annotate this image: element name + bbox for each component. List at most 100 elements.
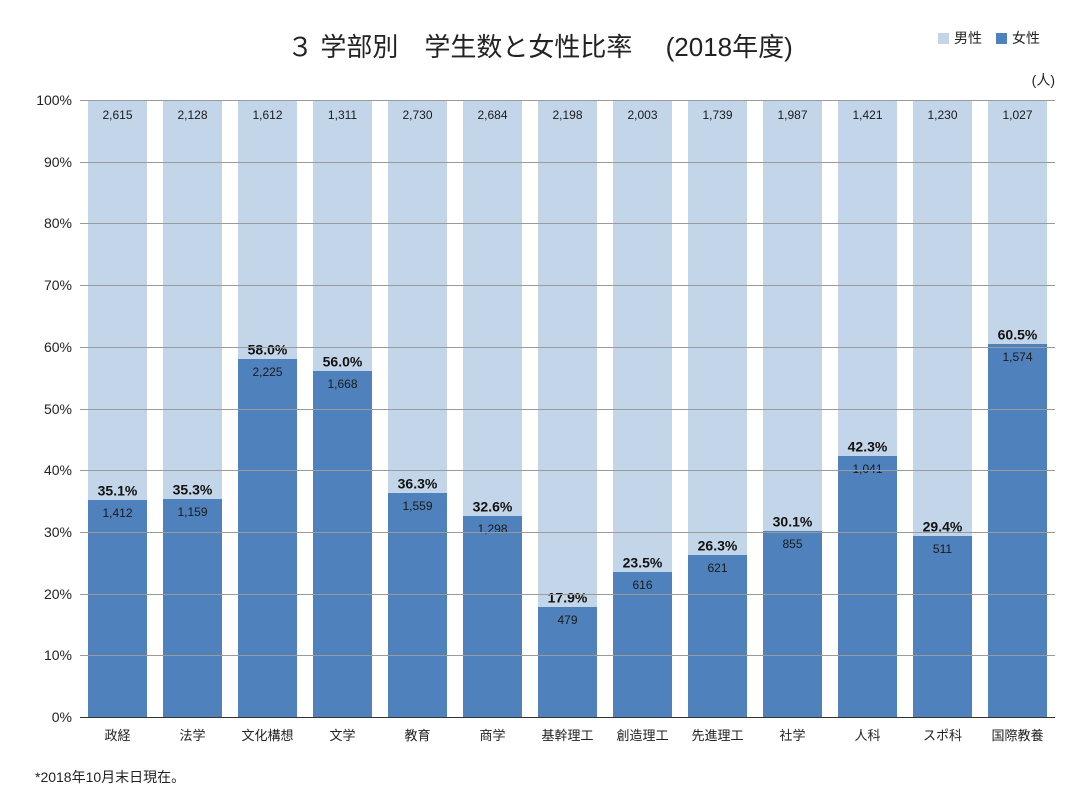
male-count-label: 1,612: [252, 108, 282, 122]
gridline: [80, 162, 1055, 163]
bar-segment-male: 1,739: [688, 100, 747, 555]
gridline: [80, 717, 1055, 718]
legend-label-female: 女性: [1012, 28, 1040, 48]
bar-segment-male: 1,987: [763, 100, 822, 531]
bar-segment-male: 2,128: [163, 100, 222, 499]
bar-segment-female: 62126.3%: [688, 555, 747, 717]
bar-segment-male: 2,003: [613, 100, 672, 572]
bar-segment-female: 1,04142.3%: [838, 456, 897, 717]
gridline: [80, 470, 1055, 471]
ytick-label: 0%: [52, 709, 80, 725]
xtick-label: 創造理工: [616, 717, 668, 744]
female-pct-label: 42.3%: [848, 438, 888, 454]
female-count-label: 1,574: [1002, 350, 1032, 364]
female-count-label: 1,559: [402, 499, 432, 513]
female-pct-label: 58.0%: [248, 342, 288, 358]
bar-segment-female: 85530.1%: [763, 531, 822, 717]
female-pct-label: 26.3%: [698, 537, 738, 553]
female-count-label: 855: [782, 537, 802, 551]
male-count-label: 2,615: [102, 108, 132, 122]
female-pct-label: 23.5%: [623, 554, 663, 570]
female-count-label: 511: [933, 542, 952, 556]
gridline: [80, 594, 1055, 595]
xtick-label: 法学: [179, 717, 205, 744]
female-pct-label: 60.5%: [998, 326, 1038, 342]
ytick-label: 40%: [44, 462, 80, 478]
female-count-label: 1,041: [852, 462, 882, 476]
bar-segment-male: 1,612: [238, 100, 297, 359]
gridline: [80, 285, 1055, 286]
xtick-label: 社学: [779, 717, 805, 744]
gridline: [80, 532, 1055, 533]
legend-label-male: 男性: [954, 28, 982, 48]
male-count-label: 1,311: [328, 108, 357, 122]
male-count-label: 1,739: [702, 108, 732, 122]
xtick-label: 先進理工: [691, 717, 743, 744]
female-count-label: 1,668: [327, 377, 357, 391]
legend-swatch-female: [996, 33, 1007, 44]
gridline: [80, 655, 1055, 656]
xtick-label: 文化構想: [241, 717, 293, 744]
bar-segment-female: 1,57460.5%: [988, 344, 1047, 717]
bar-segment-male: 1,027: [988, 100, 1047, 344]
bar-segment-female: 2,22558.0%: [238, 359, 297, 717]
female-count-label: 1,159: [177, 505, 207, 519]
bar-segment-male: 2,198: [538, 100, 597, 607]
xtick-label: スポ科: [923, 717, 962, 744]
male-count-label: 2,684: [477, 108, 507, 122]
female-pct-label: 32.6%: [473, 498, 513, 514]
ytick-label: 30%: [44, 524, 80, 540]
female-count-label: 2,225: [252, 365, 282, 379]
gridline: [80, 223, 1055, 224]
female-pct-label: 35.3%: [173, 482, 213, 498]
legend: 男性 女性: [938, 28, 1040, 48]
xtick-label: 商学: [479, 717, 505, 744]
female-count-label: 479: [557, 613, 577, 627]
plot: 2,6151,41235.1%政経2,1281,15935.3%法学1,6122…: [80, 100, 1055, 717]
male-count-label: 1,230: [927, 108, 957, 122]
chart-canvas: ３ 学部別 学生数と女性比率 (2018年度) 男性 女性 (人) 2,615 1…: [0, 0, 1080, 807]
ytick-label: 60%: [44, 339, 80, 355]
male-count-label: 1,421: [852, 108, 882, 122]
xtick-label: 国際教養: [991, 717, 1043, 744]
ytick-label: 100%: [36, 92, 80, 108]
xtick-label: 人科: [854, 717, 880, 744]
legend-swatch-male: [938, 33, 949, 44]
gridline: [80, 347, 1055, 348]
gridline: [80, 100, 1055, 101]
female-pct-label: 30.1%: [773, 514, 813, 530]
bar-segment-female: 1,66856.0%: [313, 371, 372, 717]
bar-segment-female: 47917.9%: [538, 607, 597, 717]
female-count-label: 1,298: [477, 522, 507, 536]
xtick-label: 教育: [404, 717, 430, 744]
male-count-label: 2,128: [177, 108, 207, 122]
ytick-label: 10%: [44, 647, 80, 663]
female-pct-label: 35.1%: [98, 483, 138, 499]
female-count-label: 1,412: [102, 506, 132, 520]
bar-segment-male: 2,615: [88, 100, 147, 500]
xtick-label: 文学: [329, 717, 355, 744]
female-count-label: 616: [632, 578, 652, 592]
female-pct-label: 56.0%: [323, 354, 363, 370]
male-count-label: 1,987: [777, 108, 807, 122]
footnote: *2018年10月末日現在。: [35, 767, 185, 787]
y-unit-label: (人): [1032, 70, 1055, 90]
ytick-label: 50%: [44, 401, 80, 417]
female-pct-label: 36.3%: [398, 475, 438, 491]
bar-segment-female: 1,29832.6%: [463, 516, 522, 717]
xtick-label: 基幹理工: [541, 717, 593, 744]
male-count-label: 2,003: [627, 108, 657, 122]
ytick-label: 20%: [44, 586, 80, 602]
female-pct-label: 17.9%: [548, 589, 588, 605]
bar-segment-male: 1,311: [313, 100, 372, 371]
legend-item-female: 女性: [996, 28, 1040, 48]
bar-segment-female: 1,41235.1%: [88, 500, 147, 717]
bar-segment-male: 2,730: [388, 100, 447, 493]
bar-segment-male: 1,421: [838, 100, 897, 456]
plot-area: 2,6151,41235.1%政経2,1281,15935.3%法学1,6122…: [80, 100, 1055, 717]
bar-segment-female: 1,55936.3%: [388, 493, 447, 717]
female-count-label: 621: [707, 561, 727, 575]
ytick-label: 70%: [44, 277, 80, 293]
male-count-label: 2,198: [552, 108, 582, 122]
chart-title: ３ 学部別 学生数と女性比率 (2018年度): [287, 27, 793, 64]
